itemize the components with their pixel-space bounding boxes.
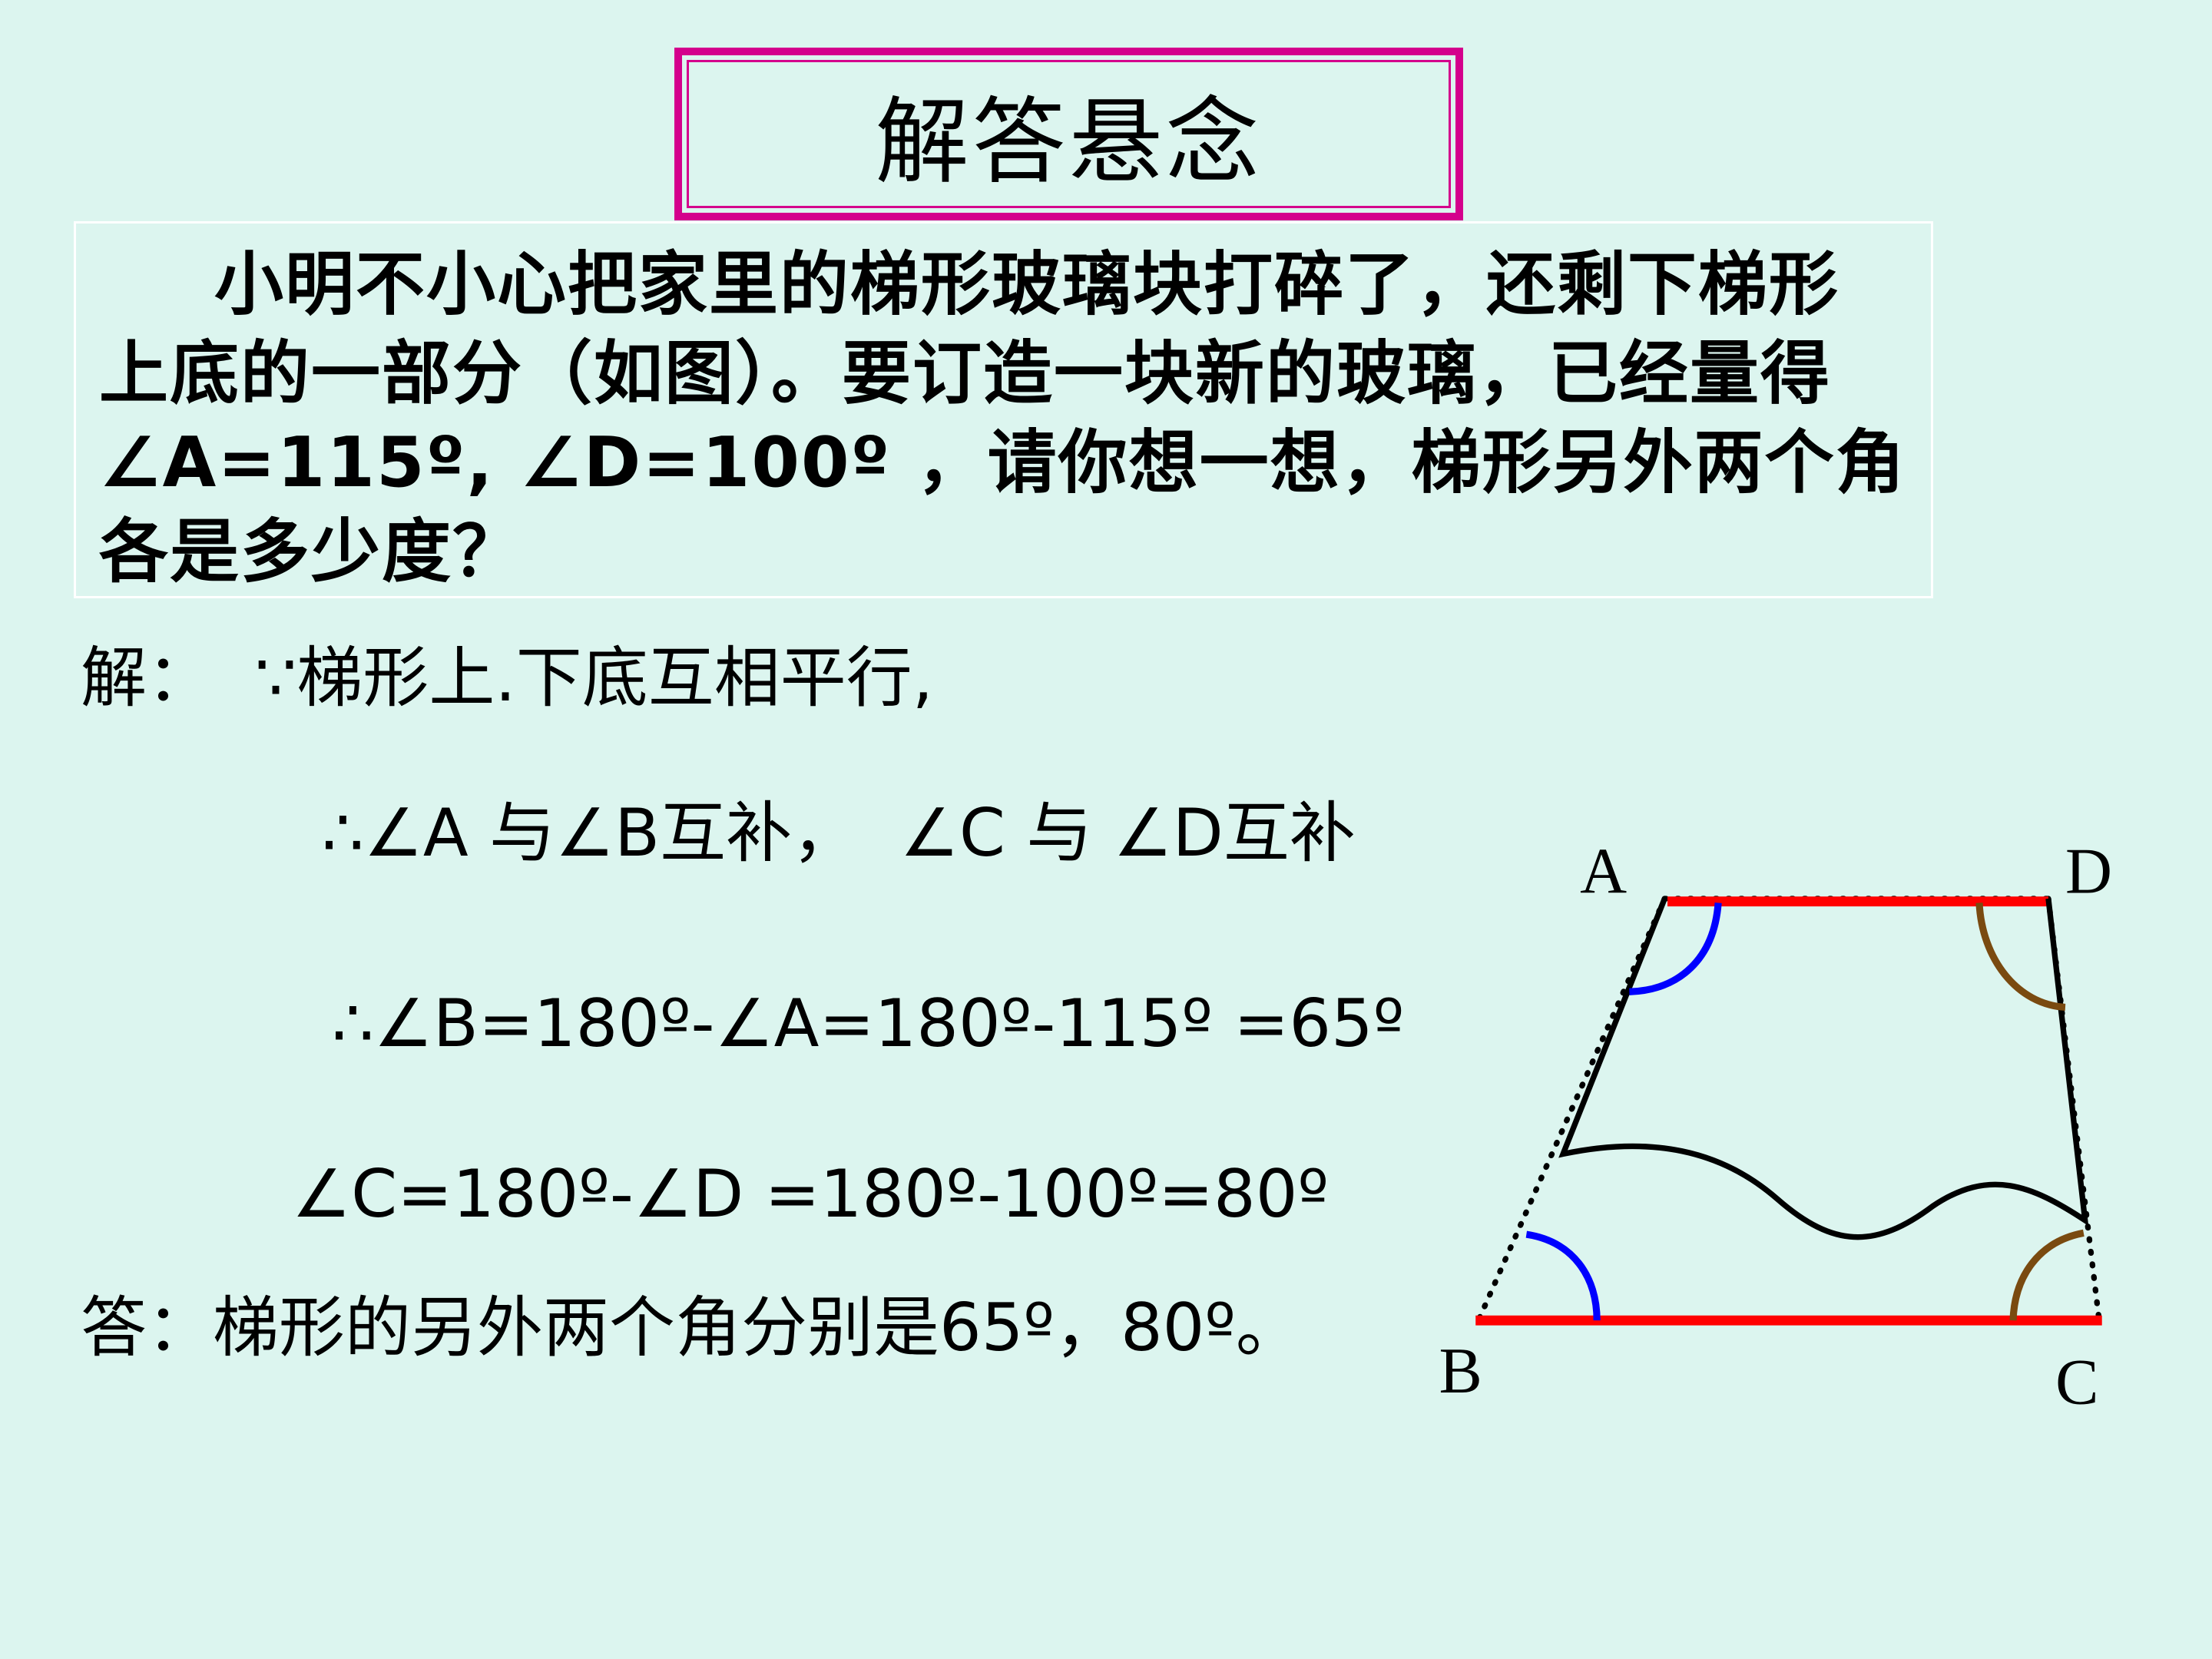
vertex-label-d: D [2065,836,2112,908]
angle-d-arc [1975,902,2066,1012]
side-dc-dotted [2045,896,2102,1323]
slide-title: 解答悬念 [875,88,1263,197]
vertex-label-c: C [2055,1347,2098,1419]
problem-box: 小明不小心把家里的梯形玻璃块打碎了，还剩下梯形上底的一部分（如图）。要订造一块新… [74,221,1933,598]
vertex-label-a: A [1580,836,1627,908]
solution-line-3: ∴∠B=180º-∠A=180º-115º =65º [332,985,1405,1062]
angle-b-arc [1525,1230,1601,1321]
vertex-label-b: B [1439,1336,1482,1407]
problem-text: 小明不小心把家里的梯形玻璃块打碎了，还剩下梯形上底的一部分（如图）。要订造一块新… [99,244,1906,592]
glass-fragment-outline [1558,897,2089,1240]
side-ab-dotted [1475,896,1668,1323]
solution-line-1: 解： ∵梯形上.下底互相平行, [81,640,934,717]
title-inner-border: 解答悬念 [687,60,1451,208]
answer-line: 答：梯形的另外两个角分别是65º，80º。 [81,1290,1302,1366]
title-box: 解答悬念 [674,48,1463,220]
angle-a-arc [1629,902,1722,995]
solution-line-4: ∠C=180º-∠D =180º-100º=80º [292,1156,1330,1233]
solution-line-2: ∴∠A 与∠B互补， ∠C 与 ∠D互补 [322,795,1356,872]
angle-c-arc [2009,1229,2085,1321]
